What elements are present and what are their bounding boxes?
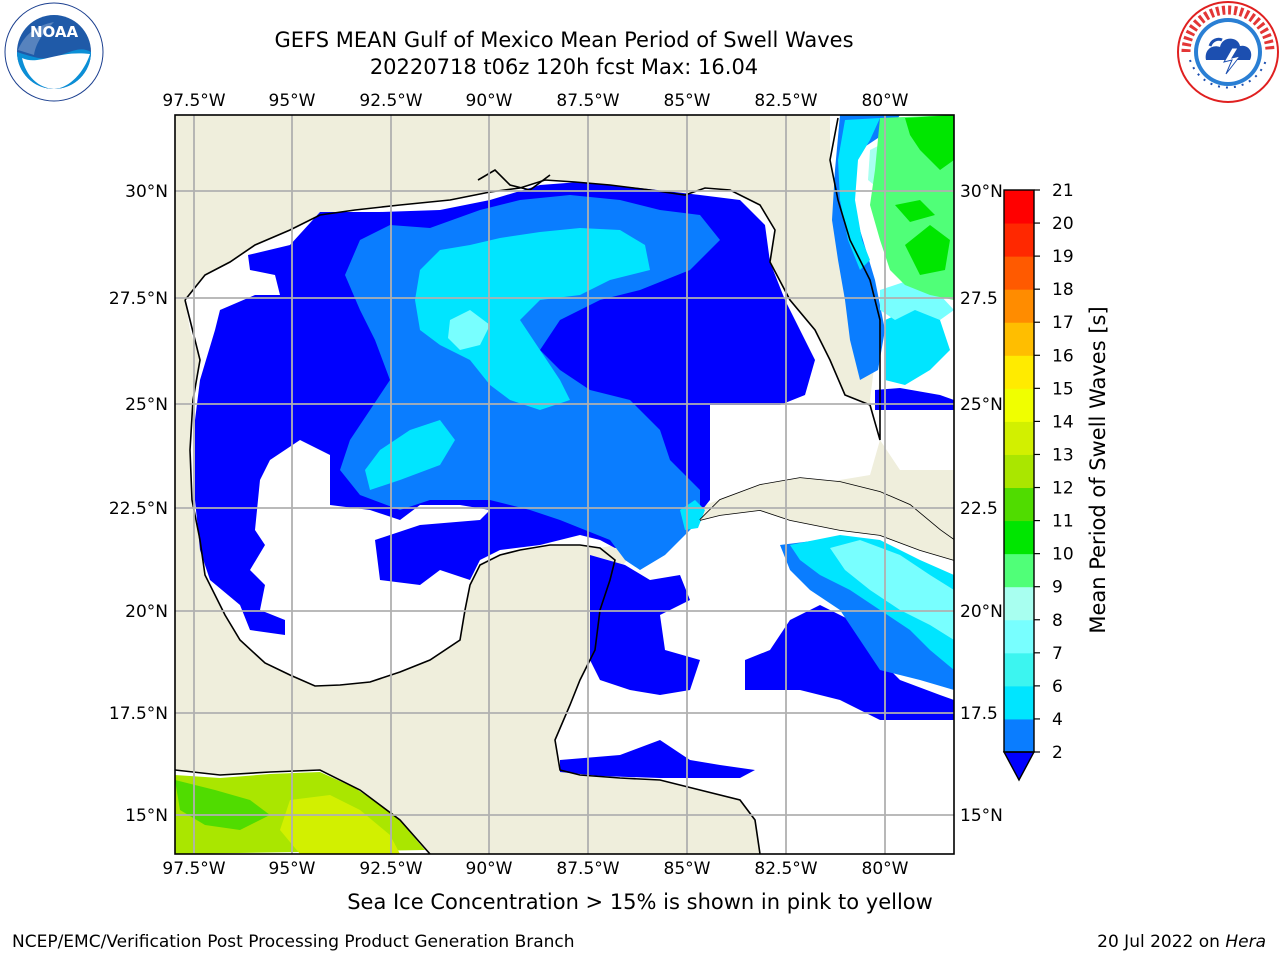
colorbar-tick-label: 8 (1052, 611, 1063, 631)
colorbar-tick-label: 4 (1052, 710, 1063, 730)
lon-label: 80°W (862, 859, 909, 879)
colorbar-label: Mean Period of Swell Waves [s] (1086, 306, 1110, 633)
lat-label: 20°N (960, 602, 1003, 622)
lat-label: 30°N (960, 182, 1003, 202)
lon-label: 87.5°W (556, 859, 619, 879)
colorbar-segment (1004, 553, 1034, 588)
lon-label: 90°W (466, 859, 513, 879)
colorbar-segment (1004, 685, 1034, 720)
colorbar-segment (1004, 586, 1034, 621)
colorbar-segment (1004, 487, 1034, 522)
cuba-land (700, 478, 954, 560)
colorbar-segment (1004, 421, 1034, 455)
lon-label: 87.5°W (556, 91, 619, 111)
colorbar-segment (1004, 223, 1034, 257)
colorbar-tick-label: 10 (1052, 545, 1074, 565)
colorbar-tick-label: 17 (1052, 313, 1074, 333)
colorbar-tick-label: 15 (1052, 379, 1074, 399)
colorbar-segment (1004, 388, 1034, 422)
ice-caption: Sea Ice Concentration > 15% is shown in … (347, 890, 933, 914)
colorbar-tick-label: 6 (1052, 677, 1063, 697)
colorbar-segment (1004, 520, 1034, 555)
nws-logo-icon (1177, 1, 1279, 103)
colorbar: 2 4 6 7 8 9 10 11 12 13 14 15 16 17 18 19 20 21 (1002, 181, 1074, 782)
map-frame (174, 114, 955, 855)
footer-credit: NCEP/EMC/Verification Post Processing Pr… (12, 932, 575, 952)
colorbar-tick-label: 7 (1052, 644, 1063, 664)
lat-label: 15°N (960, 806, 1003, 826)
lat-label: 22.5 (960, 499, 998, 519)
footer-date-text: 20 Jul 2022 on (1097, 932, 1220, 952)
lon-labels-bottom: 97.5°W 95°W 92.5°W 90°W 87.5°W 85°W 82.5… (162, 859, 908, 879)
colorbar-tick-label: 13 (1052, 445, 1074, 465)
colorbar-tick-label: 12 (1052, 479, 1074, 499)
colorbar-segment (1004, 355, 1034, 389)
lat-label: 17.5°N (109, 704, 168, 724)
lat-label: 15°N (125, 806, 168, 826)
lat-label: 22.5°N (109, 499, 168, 519)
lat-labels-right: 30°N 27.5 25°N 22.5 20°N 17.5 15°N (960, 182, 1003, 826)
colorbar-tick-label: 21 (1052, 181, 1074, 201)
lon-label: 82.5°W (754, 91, 817, 111)
lat-label: 17.5 (960, 704, 998, 724)
lon-label: 97.5°W (162, 91, 225, 111)
colorbar-tick-label: 18 (1052, 280, 1074, 300)
footer-date: 20 Jul 2022 on Hera (1097, 932, 1266, 952)
chart-subtitle: 20220718 t06z 120h fcst Max: 16.04 (369, 55, 759, 79)
lon-label: 85°W (664, 91, 711, 111)
graticule (175, 115, 954, 854)
colorbar-frame (1003, 189, 1035, 753)
lat-label: 25°N (125, 395, 168, 415)
lon-label: 80°W (862, 91, 909, 111)
colorbar-segment (1004, 190, 1034, 224)
lat-label: 27.5 (960, 289, 998, 309)
colorbar-tick-label: 2 (1052, 743, 1063, 763)
colorbar-segment (1004, 322, 1034, 356)
lat-labels-left: 30°N 27.5°N 25°N 22.5°N 20°N 17.5°N 15°N (109, 182, 168, 826)
colorbar-segment (1004, 619, 1034, 654)
colorbar-segment (1004, 256, 1034, 290)
lon-label: 97.5°W (162, 859, 225, 879)
colorbar-tick-label: 20 (1052, 214, 1074, 234)
lon-label: 90°W (466, 91, 513, 111)
footer-host: Hera (1225, 932, 1266, 952)
colorbar-tick-label: 9 (1052, 578, 1063, 598)
colorbar-segment (1004, 718, 1034, 753)
lon-label: 92.5°W (359, 859, 422, 879)
colorbar-tick-label: 16 (1052, 346, 1074, 366)
colorbar-segment (1004, 454, 1034, 489)
colorbar-extend-arrow (1002, 751, 1036, 782)
chart-title: GEFS MEAN Gulf of Mexico Mean Period of … (274, 28, 854, 52)
lon-label: 82.5°W (754, 859, 817, 879)
svg-text:NOAA: NOAA (30, 23, 79, 41)
colorbar-tick-label: 14 (1052, 412, 1074, 432)
lon-label: 95°W (269, 859, 316, 879)
lat-label: 25°N (960, 395, 1003, 415)
colorbar-tick-label: 19 (1052, 247, 1074, 267)
swell-period-field (175, 115, 954, 854)
lon-label: 92.5°W (359, 91, 422, 111)
lon-label: 85°W (664, 859, 711, 879)
lat-label: 30°N (125, 182, 168, 202)
colorbar-segment (1004, 289, 1034, 323)
lon-labels-top: 97.5°W 95°W 92.5°W 90°W 87.5°W 85°W 82.5… (162, 91, 908, 111)
lat-label: 20°N (125, 602, 168, 622)
noaa-logo-icon: NOAA (4, 2, 104, 102)
lat-label: 27.5°N (109, 289, 168, 309)
lon-label: 95°W (269, 91, 316, 111)
colorbar-tick-label: 11 (1052, 512, 1074, 532)
colorbar-segment (1004, 652, 1034, 687)
